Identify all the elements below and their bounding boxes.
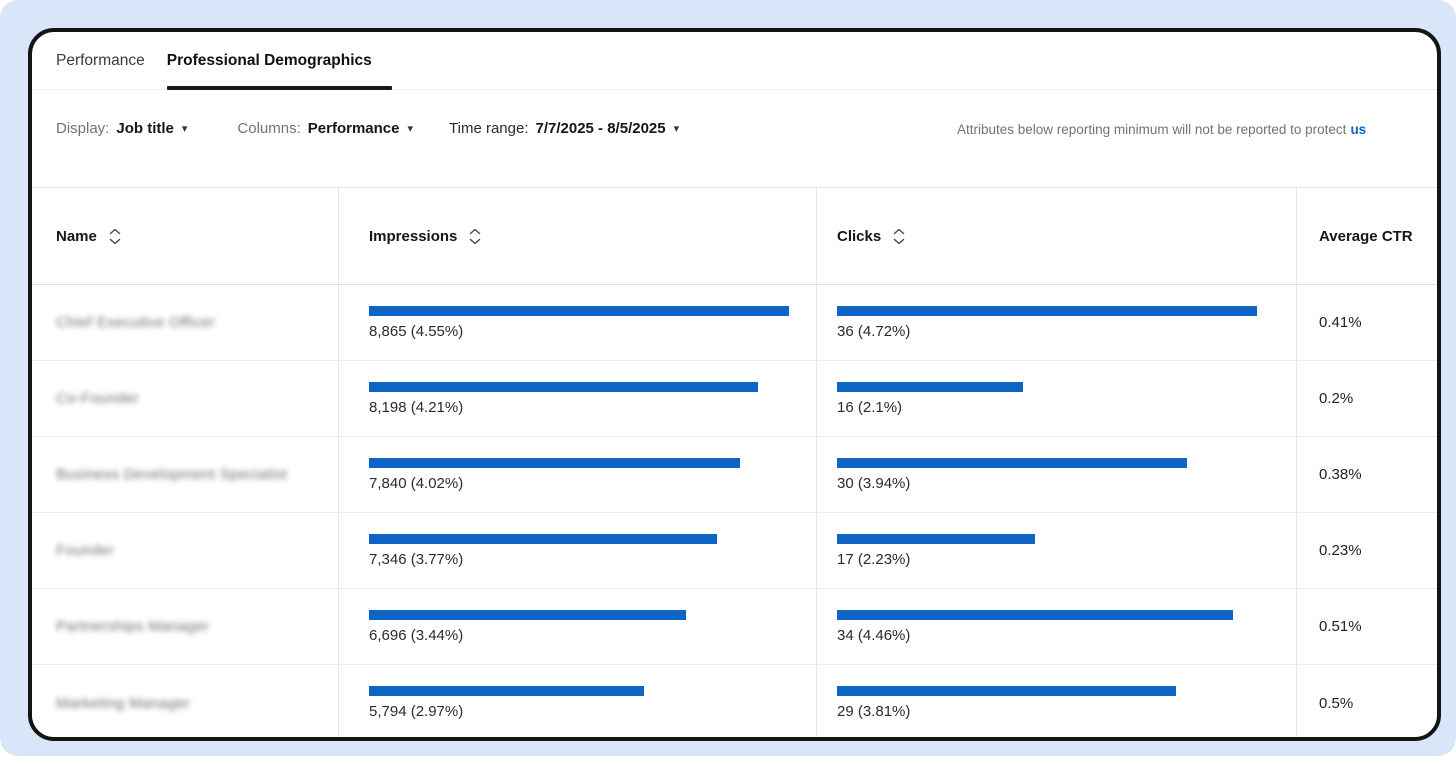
demographics-table: Name Impressions Clicks (32, 187, 1437, 737)
clicks-value: 36 (4.72%) (837, 322, 911, 340)
table-row[interactable]: Partnerships Manager 6,696 (3.44%) 34 (4… (32, 589, 1437, 665)
table-row[interactable]: Chief Executive Officer 8,865 (4.55%) 36… (32, 285, 1437, 361)
ctr-value: 0.23% (1319, 542, 1362, 559)
filter-bar: Display: Job title ▾ Columns: Performanc… (32, 90, 1437, 187)
table-header-row: Name Impressions Clicks (32, 188, 1437, 285)
impressions-value: 5,794 (2.97%) (369, 703, 464, 720)
time-range-value: 7/7/2025 - 8/5/2025 (535, 120, 666, 137)
privacy-link[interactable]: us (1350, 122, 1367, 137)
impressions-value: 7,346 (3.77%) (369, 550, 464, 568)
clicks-bar (837, 686, 1176, 696)
display-value: Job title (116, 120, 174, 137)
columns-label: Columns: (237, 120, 301, 137)
table-row[interactable]: Marketing Manager 5,794 (2.97%) 29 (3.81… (32, 665, 1437, 737)
row-name-blurred: Chief Executive Officer (56, 314, 216, 331)
row-name-blurred: Marketing Manager (56, 694, 191, 712)
clicks-bar (837, 609, 1234, 620)
ctr-value: 0.38% (1319, 466, 1362, 483)
column-header-average-ctr[interactable]: Average CTR (1296, 188, 1437, 284)
table-row[interactable]: Business Development Specialist 7,840 (4… (32, 437, 1437, 513)
impressions-value: 8,865 (4.55%) (369, 322, 464, 340)
sort-icon[interactable] (109, 228, 121, 245)
display-dropdown[interactable]: Display: Job title ▾ (56, 120, 187, 137)
impressions-value: 7,840 (4.02%) (369, 474, 464, 492)
time-range-label: Time range: (449, 120, 529, 137)
column-header-impressions[interactable]: Impressions (338, 188, 816, 284)
tab-professional-demographics[interactable]: Professional Demographics (166, 32, 392, 90)
impressions-value: 8,198 (4.21%) (369, 398, 464, 416)
impressions-bar (369, 686, 644, 696)
clicks-bar (837, 457, 1187, 468)
analytics-card: Performance Professional Demographics Di… (28, 28, 1441, 741)
row-name-blurred: Co-Founder (56, 390, 140, 407)
clicks-value: 17 (2.23%) (837, 550, 911, 568)
clicks-bar (837, 533, 1036, 544)
sort-icon[interactable] (469, 228, 481, 245)
row-name-blurred: Founder (56, 542, 114, 559)
ctr-value: 0.5% (1319, 694, 1354, 712)
impressions-bar (369, 609, 687, 620)
column-header-clicks[interactable]: Clicks (816, 188, 1296, 284)
impressions-bar (369, 305, 789, 316)
clicks-value: 34 (4.46%) (837, 626, 911, 644)
chevron-down-icon: ▾ (181, 123, 188, 135)
privacy-notice-text: Attributes below reporting minimum will … (957, 122, 1347, 137)
impressions-bar (369, 381, 758, 392)
chevron-down-icon: ▾ (673, 123, 680, 135)
row-name-blurred: Partnerships Manager (56, 618, 210, 635)
tab-performance[interactable]: Performance (56, 51, 145, 69)
ctr-value: 0.2% (1319, 390, 1354, 407)
clicks-value: 30 (3.94%) (837, 474, 911, 492)
chevron-down-icon: ▾ (407, 123, 414, 135)
clicks-bar (837, 381, 1024, 392)
clicks-bar (837, 305, 1257, 316)
time-range-dropdown[interactable]: Time range: 7/7/2025 - 8/5/2025 ▾ (449, 120, 679, 137)
impressions-bar (369, 533, 718, 544)
columns-value: Performance (307, 120, 400, 137)
display-label: Display: (56, 120, 110, 137)
column-header-name[interactable]: Name (32, 188, 338, 284)
clicks-value: 16 (2.1%) (837, 398, 903, 416)
row-name-blurred: Business Development Specialist (56, 466, 288, 483)
privacy-notice: Attributes below reporting minimum will … (957, 122, 1366, 137)
sort-icon[interactable] (893, 228, 905, 245)
ctr-value: 0.41% (1319, 314, 1362, 331)
tab-bar: Performance Professional Demographics (32, 32, 1437, 90)
impressions-bar (369, 457, 741, 468)
table-row[interactable]: Founder 7,346 (3.77%) 17 (2.23%) 0.23% (32, 513, 1437, 589)
columns-dropdown[interactable]: Columns: Performance ▾ (237, 120, 413, 137)
clicks-value: 29 (3.81%) (837, 703, 911, 720)
table-row[interactable]: Co-Founder 8,198 (4.21%) 16 (2.1%) 0.2% (32, 361, 1437, 437)
ctr-value: 0.51% (1319, 618, 1362, 635)
table-body: Chief Executive Officer 8,865 (4.55%) 36… (32, 285, 1437, 737)
impressions-value: 6,696 (3.44%) (369, 626, 464, 644)
